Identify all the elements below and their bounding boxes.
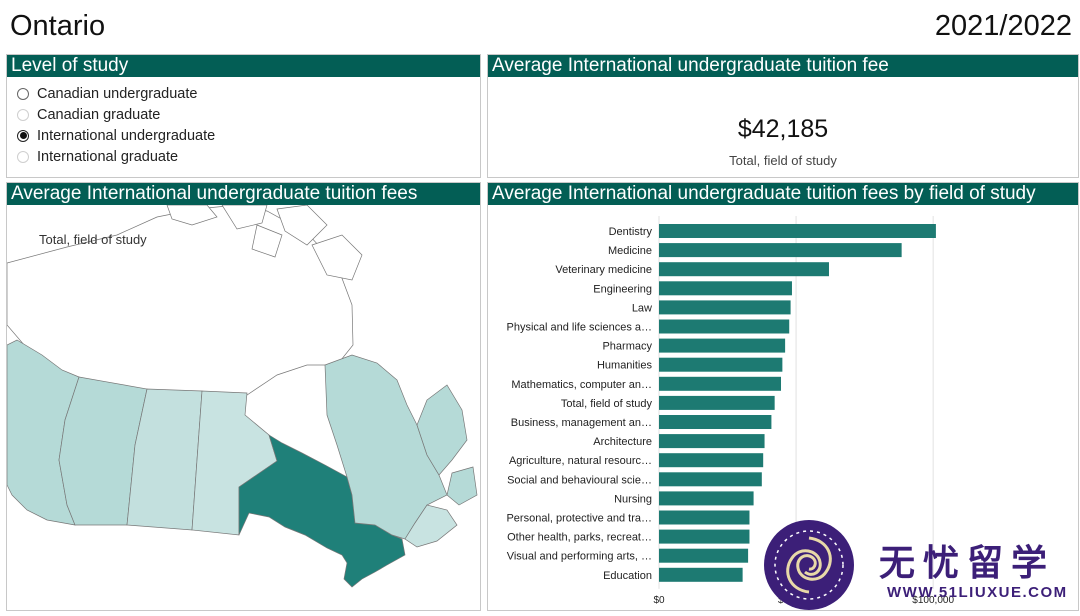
bar[interactable] bbox=[659, 567, 743, 582]
category-label: Education bbox=[603, 570, 652, 582]
category-label: Law bbox=[632, 302, 652, 314]
category-label: Dentistry bbox=[609, 226, 653, 238]
option-international-undergraduate[interactable]: International undergraduate bbox=[17, 125, 480, 146]
watermark: 无忧留学 WWW.51LIUXUE.COM bbox=[762, 518, 1080, 616]
level-of-study-title: Level of study bbox=[7, 55, 480, 77]
bar[interactable] bbox=[659, 224, 936, 238]
bar[interactable] bbox=[659, 357, 783, 372]
option-international-graduate[interactable]: International graduate bbox=[17, 146, 480, 167]
category-label: Agriculture, natural resourc… bbox=[509, 455, 652, 467]
category-label: Visual and performing arts, … bbox=[507, 551, 652, 563]
region-title: Ontario bbox=[10, 10, 106, 42]
average-fee-title: Average International undergraduate tuit… bbox=[488, 55, 1078, 77]
category-label: Business, management an… bbox=[511, 417, 652, 429]
bar[interactable] bbox=[659, 434, 765, 449]
bar[interactable] bbox=[659, 376, 782, 391]
category-label: Social and behavioural scie… bbox=[507, 474, 652, 486]
category-label: Engineering bbox=[593, 283, 652, 295]
radio-button[interactable] bbox=[17, 87, 29, 100]
x-tick-label: $100,000 bbox=[912, 595, 954, 606]
bar[interactable] bbox=[659, 262, 829, 277]
category-label: Medicine bbox=[608, 245, 652, 257]
level-radio-group: Canadian undergraduate Canadian graduate… bbox=[7, 83, 480, 167]
map-panel: Average International undergraduate tuit… bbox=[6, 182, 481, 611]
bar[interactable] bbox=[659, 491, 754, 506]
category-label: Total, field of study bbox=[561, 398, 653, 410]
option-canadian-graduate[interactable]: Canadian graduate bbox=[17, 104, 480, 125]
bar[interactable] bbox=[659, 243, 902, 258]
option-label: Canadian undergraduate bbox=[37, 85, 198, 102]
average-fee-panel: Average International undergraduate tuit… bbox=[487, 54, 1079, 178]
option-canadian-undergraduate[interactable]: Canadian undergraduate bbox=[17, 83, 480, 104]
bar[interactable] bbox=[659, 281, 792, 296]
radio-button[interactable] bbox=[17, 150, 29, 163]
watermark-title: 无忧留学 bbox=[879, 543, 1056, 584]
bar[interactable] bbox=[659, 510, 750, 525]
bar[interactable] bbox=[659, 319, 790, 334]
bar[interactable] bbox=[659, 300, 791, 315]
option-label: Canadian graduate bbox=[37, 106, 161, 123]
bar[interactable] bbox=[659, 472, 762, 487]
category-label: Humanities bbox=[597, 360, 653, 372]
category-label: Architecture bbox=[593, 436, 652, 448]
category-label: Mathematics, computer an… bbox=[511, 379, 652, 391]
watermark-url: WWW.51LIUXUE.COM bbox=[887, 584, 1068, 601]
category-label: Pharmacy bbox=[602, 341, 652, 353]
category-label: Personal, protective and tra… bbox=[506, 513, 652, 525]
option-label: International graduate bbox=[37, 148, 179, 165]
map-maritimes[interactable] bbox=[404, 504, 458, 548]
average-fee-label: Total, field of study bbox=[729, 153, 837, 168]
radio-button[interactable] bbox=[17, 108, 29, 121]
level-of-study-panel: Level of study Canadian undergraduate Ca… bbox=[6, 54, 481, 178]
category-label: Other health, parks, recreat… bbox=[507, 532, 652, 544]
map-label: Total, field of study bbox=[39, 232, 147, 247]
watermark-logo-icon bbox=[764, 520, 854, 610]
radio-button-selected[interactable] bbox=[17, 129, 29, 142]
category-label: Nursing bbox=[614, 493, 652, 505]
category-label: Veterinary medicine bbox=[555, 264, 652, 276]
bar[interactable] bbox=[659, 548, 749, 563]
bar[interactable] bbox=[659, 338, 786, 353]
map-newfoundland-labrador[interactable] bbox=[416, 384, 478, 506]
field-of-study-bar-chart: Dentistry Medicine Veterinary medicine Engi… bbox=[506, 216, 954, 606]
option-label: International undergraduate bbox=[37, 127, 216, 144]
bar[interactable] bbox=[659, 395, 775, 410]
average-fee-value: $42,185 bbox=[737, 115, 829, 143]
category-label: Physical and life sciences a… bbox=[506, 322, 652, 334]
bar[interactable] bbox=[659, 453, 764, 468]
bar[interactable] bbox=[659, 415, 772, 429]
x-tick-label: $0 bbox=[653, 595, 665, 606]
map-title: Average International undergraduate tuit… bbox=[7, 183, 480, 205]
map-arctic-islands bbox=[166, 205, 363, 281]
year-title: 2021/2022 bbox=[934, 10, 1072, 42]
bar[interactable] bbox=[659, 529, 750, 544]
chart-title: Average International undergraduate tuit… bbox=[488, 183, 1078, 205]
canada-map[interactable] bbox=[7, 205, 480, 610]
